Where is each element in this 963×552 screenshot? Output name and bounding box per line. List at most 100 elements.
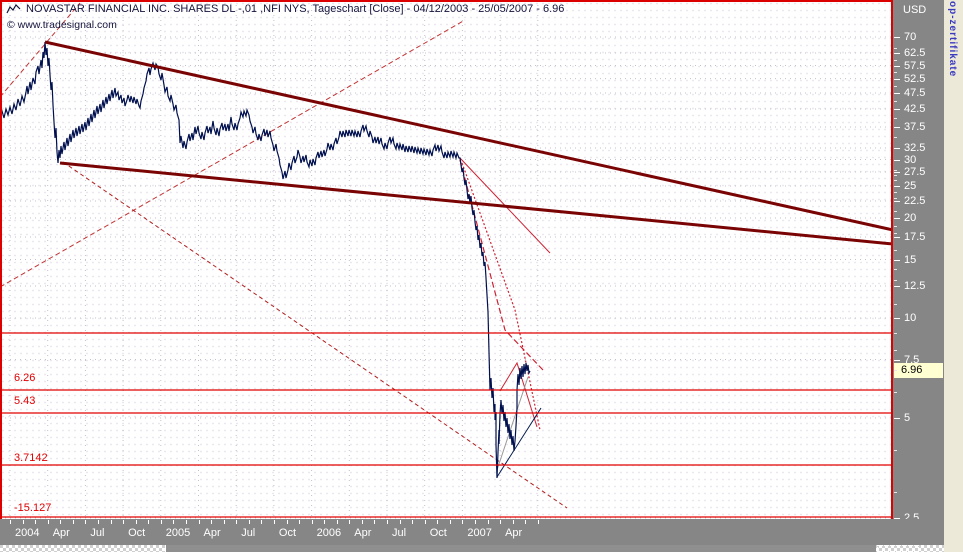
y-tick-mark bbox=[894, 37, 900, 38]
y-tick-label: 10 bbox=[904, 312, 917, 324]
y-tick-label: 12.5 bbox=[904, 280, 926, 292]
y-tick-mark bbox=[894, 286, 900, 287]
y-tick-mark bbox=[894, 109, 900, 110]
x-tick-mark bbox=[110, 520, 112, 524]
time-axis-panel[interactable]: 2004 Apr Jul Oct 2005 Apr Jul Oct 2006 Apr Jul Oct 2… bbox=[0, 519, 944, 545]
y-minor-tick bbox=[894, 180, 897, 182]
y-minor-tick bbox=[894, 101, 897, 102]
x-tick-mark bbox=[512, 520, 514, 524]
y-minor-tick bbox=[894, 198, 897, 199]
top-border bbox=[0, 0, 944, 2]
y-minor-tick bbox=[894, 59, 897, 61]
x-tick-mark bbox=[299, 520, 300, 524]
y-tick-label: 25 bbox=[904, 180, 917, 192]
x-tick-label: Jul bbox=[241, 527, 256, 539]
x-tick-mark bbox=[449, 520, 451, 524]
y-tick-label: 5 bbox=[904, 412, 911, 424]
y-tick-mark bbox=[894, 53, 900, 54]
y-tick-label: 62.5 bbox=[904, 47, 926, 59]
y-tick-mark bbox=[894, 127, 900, 128]
y-minor-tick bbox=[894, 250, 897, 252]
x-tick-label: Oct bbox=[278, 527, 297, 539]
x-tick-mark bbox=[223, 520, 225, 524]
y-minor-tick bbox=[894, 492, 897, 493]
x-tick-mark bbox=[487, 520, 489, 524]
y-minor-tick bbox=[894, 391, 897, 393]
x-tick-mark bbox=[387, 520, 388, 524]
y-minor-tick bbox=[894, 280, 897, 282]
y-minor-tick bbox=[894, 369, 897, 371]
x-tick-mark bbox=[273, 520, 275, 524]
plot-area: 6.26 5.43 3.7142 -15.127 bbox=[0, 0, 893, 519]
x-tick-mark bbox=[198, 520, 200, 524]
x-tick-label: 2006 bbox=[316, 527, 342, 539]
y-tick-mark bbox=[894, 201, 900, 202]
x-tick-label: 2004 bbox=[15, 527, 40, 539]
x-tick-mark bbox=[135, 520, 137, 524]
level-label: 6.26 bbox=[14, 372, 35, 384]
x-tick-mark bbox=[185, 520, 187, 524]
x-tick-mark bbox=[173, 520, 175, 524]
y-tick-label: 17.5 bbox=[904, 231, 926, 243]
x-tick-mark bbox=[60, 520, 62, 524]
y-tick-label: 70 bbox=[904, 31, 917, 43]
x-tick-mark bbox=[349, 520, 351, 524]
y-tick-mark bbox=[894, 359, 900, 361]
y-tick-mark bbox=[894, 159, 900, 161]
y-minor-tick bbox=[894, 225, 897, 227]
trendline bbox=[44, 40, 893, 232]
analysis-line bbox=[0, 2, 81, 98]
y-tick-mark bbox=[894, 218, 900, 219]
x-tick-mark bbox=[324, 520, 326, 524]
side-ad-text[interactable]: op-zertifikate bbox=[947, 1, 958, 78]
x-tick-mark bbox=[399, 520, 401, 524]
y-tick-label: 22.5 bbox=[904, 195, 926, 207]
x-tick-mark bbox=[160, 520, 162, 524]
y-minor-tick bbox=[894, 269, 897, 271]
horizontal-scrollbar-track[interactable] bbox=[0, 545, 944, 552]
horizontal-scrollbar-thumb[interactable] bbox=[165, 545, 876, 552]
y-tick-label: 20 bbox=[904, 212, 917, 224]
y-tick-mark bbox=[894, 172, 900, 173]
y-tick-mark bbox=[894, 518, 900, 519]
x-tick-mark bbox=[211, 520, 213, 524]
y-tick-label: 47.5 bbox=[904, 87, 926, 99]
y-tick-label: 15 bbox=[904, 253, 917, 266]
x-tick-mark bbox=[35, 520, 37, 524]
x-tick-label: Jul bbox=[392, 527, 407, 539]
title-row: NOVASTAR FINANCIAL INC. SHARES DL -,01 ,… bbox=[6, 3, 564, 15]
chart-title: NOVASTAR FINANCIAL INC. SHARES DL -,01 ,… bbox=[26, 3, 565, 15]
y-tick-mark bbox=[894, 93, 900, 94]
y-minor-tick bbox=[894, 450, 897, 451]
y-minor-tick bbox=[894, 48, 897, 49]
y-tick-label: 27.5 bbox=[904, 166, 926, 178]
analysis-line bbox=[499, 361, 538, 428]
x-tick-label: Apr bbox=[52, 527, 70, 539]
y-minor-tick bbox=[894, 72, 897, 73]
y-tick-mark bbox=[894, 259, 900, 261]
x-tick-label: 2005 bbox=[165, 527, 191, 539]
x-tick-mark bbox=[537, 520, 539, 524]
x-tick-mark bbox=[412, 520, 414, 524]
x-tick-mark bbox=[475, 520, 476, 524]
y-tick-mark bbox=[894, 318, 900, 319]
analysis-line bbox=[496, 376, 529, 471]
y-tick-mark bbox=[894, 148, 900, 149]
x-tick-mark bbox=[336, 520, 338, 524]
x-tick-mark bbox=[374, 520, 376, 524]
x-tick-mark bbox=[148, 520, 150, 524]
level-label: 5.43 bbox=[14, 395, 35, 407]
x-tick-mark bbox=[22, 520, 24, 524]
level-label: -15.127 bbox=[14, 502, 51, 514]
tradesignal-watermark: © www.tradesignal.com bbox=[7, 19, 117, 31]
x-tick-label: Jul bbox=[90, 527, 105, 539]
x-tick-mark bbox=[123, 520, 125, 524]
x-tick-mark bbox=[311, 520, 313, 524]
x-tick-label: Apr bbox=[354, 527, 372, 539]
y-tick-label: 57.5 bbox=[904, 59, 926, 72]
price-axis-panel[interactable]: USD 6.96 70 62.5 57.5 52.5 47.5 42.5 37.5 32.5 3… bbox=[893, 0, 944, 552]
x-tick-mark bbox=[98, 520, 99, 524]
x-tick-label: Oct bbox=[128, 527, 146, 539]
x-tick-mark bbox=[462, 520, 464, 524]
